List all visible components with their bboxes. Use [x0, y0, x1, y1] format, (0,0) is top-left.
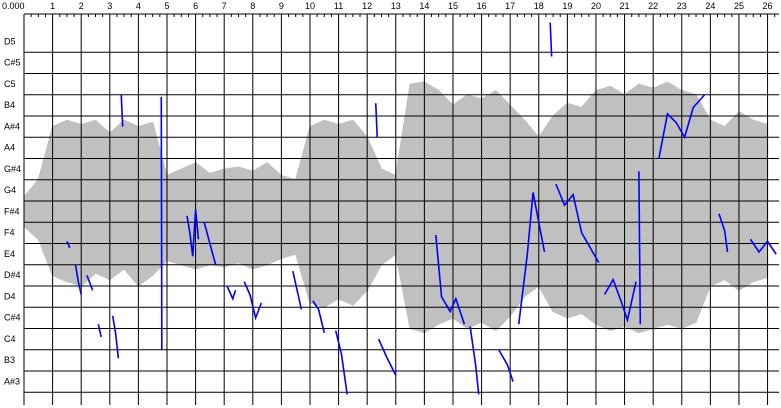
pitch-line [498, 349, 514, 382]
pitch-line [638, 171, 642, 325]
x-tick-label: 4 [136, 1, 141, 11]
x-tick-label: 17 [505, 1, 515, 11]
pitch-line [374, 103, 378, 138]
y-tick-label: C#4 [4, 313, 21, 323]
pitch-line [718, 213, 729, 253]
pitch-line [749, 238, 777, 255]
x-tick-label: 20 [591, 1, 601, 11]
pitch-line [243, 281, 263, 321]
pitch-line [120, 94, 124, 127]
x-tick-label: 16 [477, 1, 487, 11]
pitch-line [334, 330, 348, 395]
y-tick-label: D4 [4, 291, 16, 301]
pitch-line [377, 338, 397, 376]
y-tick-label: C4 [4, 334, 16, 344]
y-tick-label: G4 [4, 185, 16, 195]
pitch-line [517, 192, 546, 325]
y-tick-label: D5 [4, 36, 16, 46]
pitch-line [603, 277, 637, 323]
x-tick-label: 15 [448, 1, 458, 11]
x-tick-label: 8 [250, 1, 255, 11]
pitch-line [435, 234, 466, 325]
x-tick-label: 5 [164, 1, 169, 11]
pitch-line [292, 270, 303, 310]
x-tick-label: 22 [648, 1, 658, 11]
x-tick-label: 13 [391, 1, 401, 11]
y-tick-label: D#4 [4, 270, 21, 280]
x-tick-label: 24 [705, 1, 715, 11]
x-tick-label: 10 [305, 1, 315, 11]
pitch-line [469, 326, 480, 395]
pitch-line [312, 300, 326, 333]
pitch-line [160, 96, 163, 350]
y-tick-label: F#4 [4, 206, 20, 216]
y-tick-label: C5 [4, 79, 16, 89]
pitch-line [226, 285, 237, 301]
label-layer: D5 C#5 C5 B4 A#4 A4 G#4 G4 F#4 F4 E4 D#4 D4 C#4 C4 B3 A#… [2, 1, 773, 386]
y-tick-label: F4 [4, 228, 15, 238]
x-tick-label: 3 [107, 1, 112, 11]
x-tick-label: 9 [279, 1, 284, 11]
x-tick-label: 25 [734, 1, 744, 11]
x-tick-label: 12 [362, 1, 372, 11]
y-tick-label: C#5 [4, 58, 21, 68]
pitch-line [658, 94, 706, 159]
pitch-line [86, 275, 94, 291]
pitch-line [549, 22, 553, 57]
x-tick-label: 18 [534, 1, 544, 11]
pitch-line [111, 315, 120, 359]
x-tick-label: 19 [562, 1, 572, 11]
x-tick-label: 23 [677, 1, 687, 11]
x-tick-label: 26 [763, 1, 773, 11]
pitch-layer [66, 22, 777, 395]
y-tick-label: E4 [4, 249, 15, 259]
x-tick-label: 7 [222, 1, 227, 11]
pitch-line [66, 241, 71, 249]
pitch-line [74, 264, 82, 295]
y-tick-label: B4 [4, 100, 15, 110]
x-tick-label: 0.000 [2, 1, 25, 11]
y-tick-label: G#4 [4, 164, 21, 174]
pitch-line [555, 183, 600, 264]
pitch-line [97, 324, 102, 338]
x-tick-label: 11 [334, 1, 343, 11]
y-tick-label: A4 [4, 143, 15, 153]
x-tick-label: 6 [193, 1, 198, 11]
x-tick-label: 1 [50, 1, 55, 11]
y-tick-label: A#3 [4, 376, 20, 386]
pitch-line [186, 209, 200, 257]
pitch-line [203, 222, 217, 265]
grid-layer [23, 13, 779, 405]
x-tick-label: 14 [419, 1, 429, 11]
y-tick-label: B3 [4, 355, 15, 365]
y-tick-label: A#4 [4, 121, 20, 131]
x-tick-label: 2 [79, 1, 84, 11]
x-tick-label: 21 [620, 1, 630, 11]
